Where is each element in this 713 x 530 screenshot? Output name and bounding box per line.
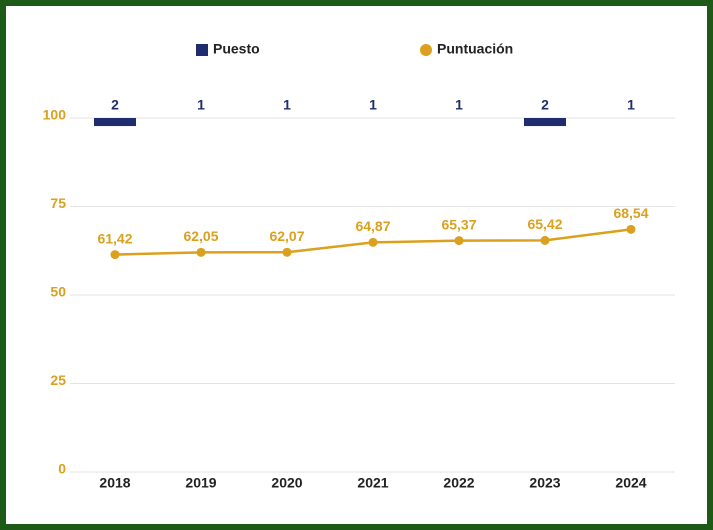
data-label: 1 [369,97,377,113]
data-label: 65,42 [527,216,562,232]
x-tick-label: 2023 [529,475,560,491]
data-label: 62,07 [269,228,304,244]
data-label: 1 [283,97,291,113]
data-label: 61,42 [97,230,132,246]
y-tick-label: 0 [58,461,66,477]
x-tick-label: 2018 [99,475,130,491]
point [110,250,120,260]
y-tick-label: 50 [50,284,66,300]
x-tick-label: 2019 [185,475,216,491]
data-label: 1 [455,97,463,113]
point [454,236,464,246]
x-tick-label: 2024 [615,475,646,491]
bar [524,118,566,127]
data-label: 1 [627,97,635,113]
y-tick-label: 75 [50,195,66,211]
x-tick-label: 2022 [443,475,474,491]
point [540,235,550,245]
x-tick-label: 2020 [271,475,302,491]
data-label: 68,54 [613,205,648,221]
data-label: 62,05 [183,228,218,244]
legend-swatch [196,44,208,56]
x-tick-label: 2021 [357,475,388,491]
legend-label: Puesto [213,41,260,57]
y-tick-label: 100 [43,107,67,123]
data-label: 64,87 [355,218,390,234]
data-label: 2 [111,97,119,113]
point [196,247,206,257]
y-tick-label: 25 [50,372,66,388]
legend-swatch [420,44,432,56]
point [282,247,292,257]
legend-label: Puntuación [437,41,513,57]
bar [94,118,136,127]
chart: 0 25 50 75 100 2018 2019 2020 2021 2022 2023 2024 Pu… [43,41,675,491]
data-label: 65,37 [441,216,476,232]
data-label: 2 [541,97,549,113]
data-label: 1 [197,97,205,113]
point [626,224,636,234]
point [368,237,378,247]
